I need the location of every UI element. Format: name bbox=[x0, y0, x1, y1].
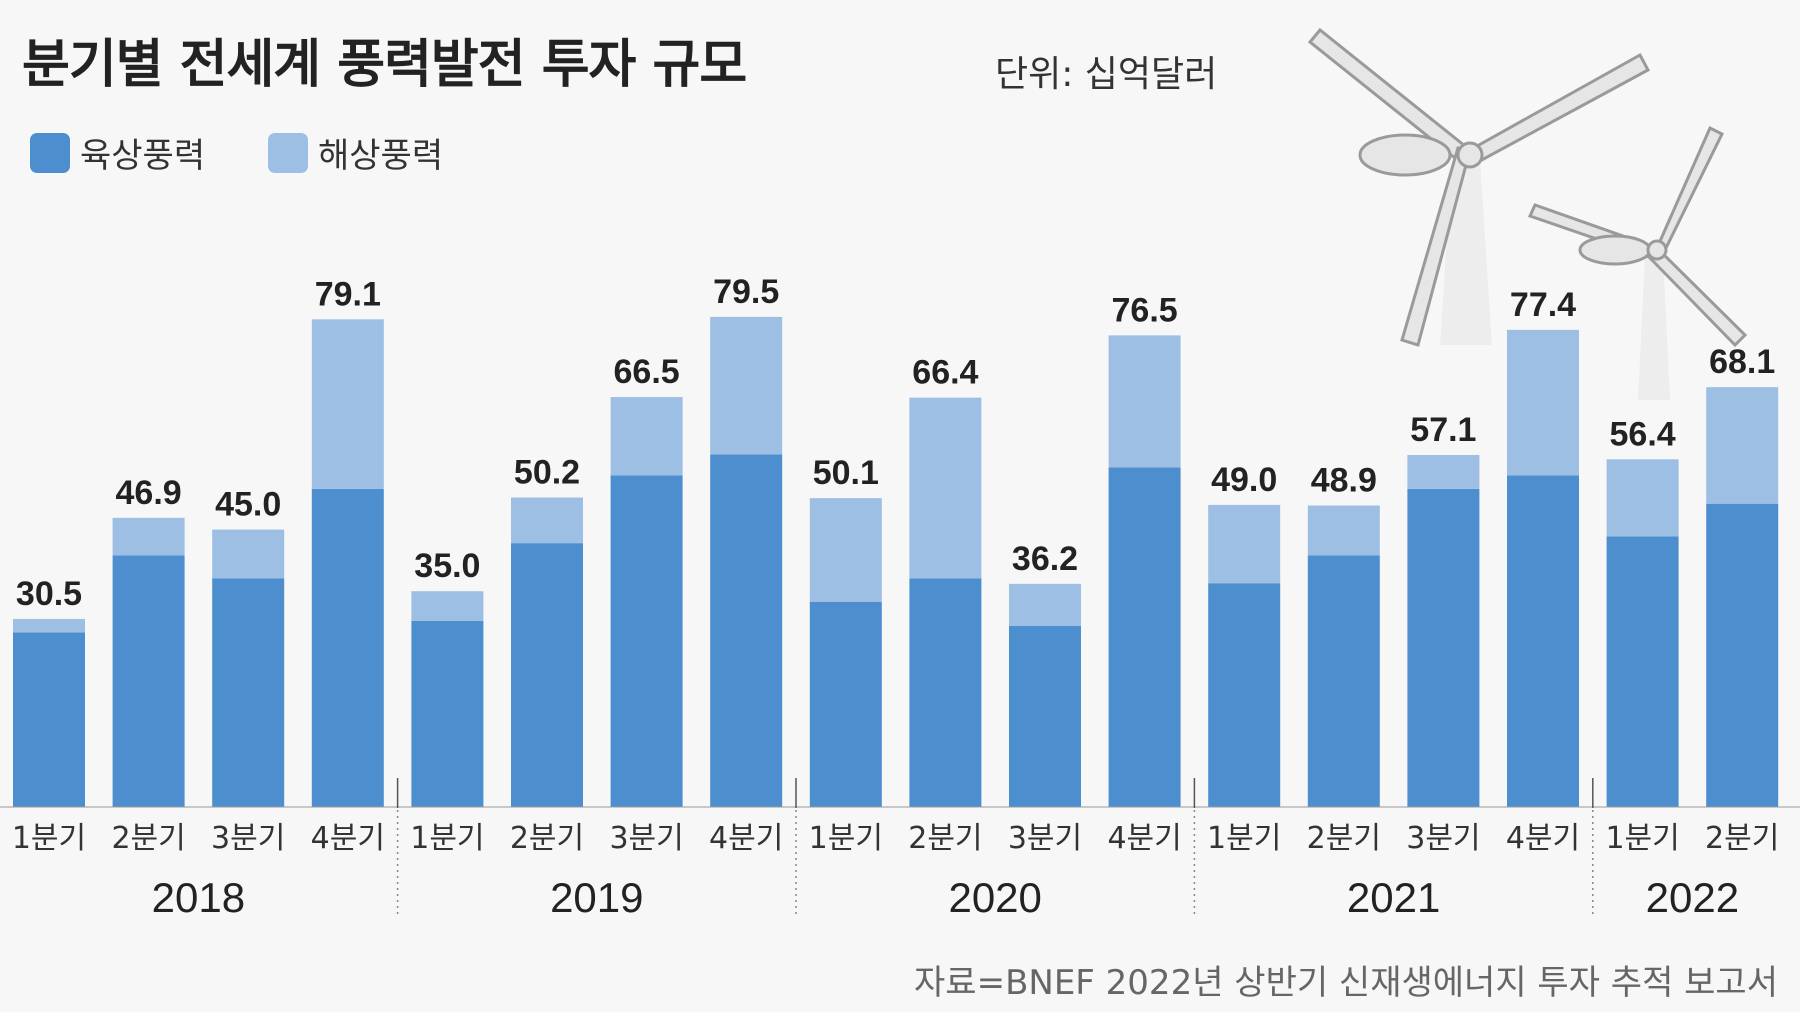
x-tick-label: 1분기 bbox=[410, 821, 484, 856]
bar-onshore bbox=[511, 543, 583, 807]
data-label: 30.5 bbox=[16, 575, 82, 613]
x-tick-label: 4분기 bbox=[311, 821, 385, 856]
bar-onshore bbox=[411, 620, 484, 807]
source-note: 자료=BNEF 2022년 상반기 신재생에너지 투자 추적 보고서 bbox=[914, 963, 1778, 1003]
bar-onshore bbox=[112, 555, 185, 807]
data-label: 66.4 bbox=[912, 354, 978, 392]
bar-offshore bbox=[311, 319, 384, 489]
bar-offshore bbox=[710, 316, 783, 455]
legend-label-onshore: 육상풍력 bbox=[80, 136, 206, 176]
data-label: 77.4 bbox=[1510, 286, 1576, 324]
bar-offshore bbox=[809, 498, 882, 602]
data-label: 35.0 bbox=[414, 547, 480, 585]
x-tick-label: 2분기 bbox=[1307, 821, 1381, 856]
x-tick-label: 2분기 bbox=[510, 821, 584, 856]
legend-swatch-offshore bbox=[268, 132, 308, 173]
bar-onshore bbox=[1208, 583, 1281, 807]
bar-onshore bbox=[710, 454, 783, 807]
data-label: 45.0 bbox=[215, 486, 281, 524]
bar-onshore bbox=[1009, 625, 1081, 807]
bar-offshore bbox=[1307, 505, 1380, 556]
year-label: 2019 bbox=[550, 874, 643, 921]
x-tick-label: 3분기 bbox=[1406, 821, 1480, 856]
bar-onshore bbox=[1307, 555, 1380, 807]
unit-label: 단위: 십억달러 bbox=[995, 54, 1218, 95]
x-tick-label: 3분기 bbox=[211, 821, 285, 856]
x-tick-label: 2분기 bbox=[908, 821, 982, 856]
bar-offshore bbox=[1507, 329, 1579, 476]
data-label: 79.1 bbox=[315, 275, 381, 313]
x-tick-label: 2분기 bbox=[111, 821, 185, 856]
bar-offshore bbox=[1706, 387, 1779, 504]
data-label: 48.9 bbox=[1311, 462, 1377, 500]
bar-offshore bbox=[1108, 335, 1181, 468]
x-tick-label: 2분기 bbox=[1705, 821, 1779, 856]
wind-turbine-icon bbox=[1307, 27, 1651, 347]
bar-onshore bbox=[13, 632, 85, 807]
x-tick-label: 4분기 bbox=[1506, 821, 1580, 856]
bar-offshore bbox=[212, 529, 285, 579]
year-label: 2021 bbox=[1347, 874, 1440, 921]
x-tick-label: 3분기 bbox=[1008, 821, 1082, 856]
legend-swatch-onshore bbox=[30, 132, 70, 173]
bar-offshore bbox=[610, 397, 683, 476]
legend-offshore: 해상풍력 bbox=[268, 128, 443, 177]
legend-onshore: 육상풍력 bbox=[30, 128, 205, 177]
bar-onshore bbox=[909, 578, 982, 807]
bar-offshore bbox=[1009, 583, 1081, 626]
bar-onshore bbox=[212, 578, 285, 807]
data-label: 50.1 bbox=[813, 454, 879, 492]
x-tick-label: 1분기 bbox=[1207, 821, 1281, 856]
data-label: 50.2 bbox=[514, 454, 580, 492]
chart-title: 분기별 전세계 풍력발전 투자 규모 bbox=[22, 35, 747, 95]
year-label: 2020 bbox=[948, 874, 1041, 921]
bar-onshore bbox=[1407, 488, 1480, 807]
data-label: 49.0 bbox=[1211, 461, 1277, 499]
bar-offshore bbox=[511, 497, 583, 544]
bar-offshore bbox=[1606, 459, 1679, 537]
data-label: 46.9 bbox=[116, 474, 182, 512]
bar-onshore bbox=[1606, 536, 1679, 807]
year-label: 2022 bbox=[1646, 874, 1739, 921]
bar-offshore bbox=[909, 397, 982, 579]
x-tick-label: 1분기 bbox=[809, 821, 883, 856]
wind-turbine-icon bbox=[1527, 125, 1748, 400]
bar-offshore bbox=[1407, 454, 1480, 489]
data-label: 56.4 bbox=[1610, 415, 1676, 453]
data-label: 76.5 bbox=[1112, 291, 1178, 329]
x-tick-label: 1분기 bbox=[12, 821, 86, 856]
data-label: 57.1 bbox=[1410, 411, 1476, 449]
year-label: 2018 bbox=[152, 874, 245, 921]
x-tick-label: 4분기 bbox=[709, 821, 783, 856]
data-label: 68.1 bbox=[1709, 343, 1775, 381]
bar-onshore bbox=[809, 601, 882, 807]
wind-turbine-illustration bbox=[1307, 27, 1748, 400]
bar-onshore bbox=[610, 475, 683, 807]
bar-offshore bbox=[411, 591, 484, 621]
x-tick-label: 1분기 bbox=[1605, 821, 1679, 856]
bar-onshore bbox=[1108, 467, 1181, 807]
bar-offshore bbox=[13, 618, 85, 633]
bar-offshore bbox=[112, 517, 185, 556]
bar-onshore bbox=[1507, 475, 1579, 807]
bar-offshore bbox=[1208, 504, 1281, 584]
bar-onshore bbox=[1706, 503, 1779, 807]
x-tick-label: 4분기 bbox=[1107, 821, 1181, 856]
data-label: 66.5 bbox=[614, 353, 680, 391]
data-label: 79.5 bbox=[713, 273, 779, 311]
bar-onshore bbox=[311, 488, 384, 807]
legend-label-offshore: 해상풍력 bbox=[318, 136, 444, 176]
data-label: 36.2 bbox=[1012, 540, 1078, 578]
x-tick-label: 3분기 bbox=[609, 821, 683, 856]
